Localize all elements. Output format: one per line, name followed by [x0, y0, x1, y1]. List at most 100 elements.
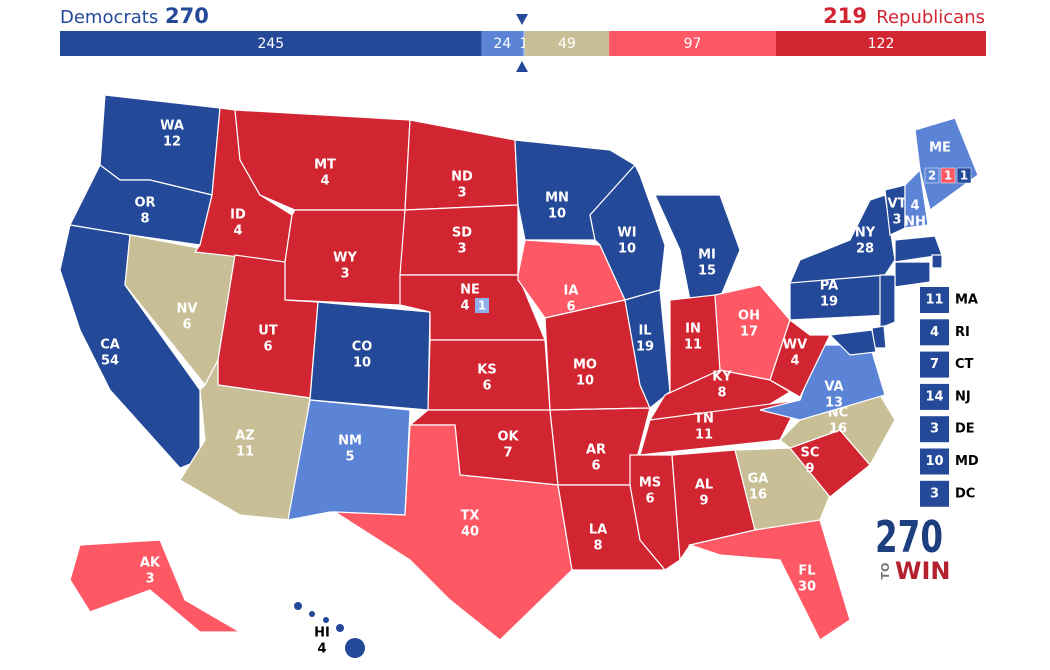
logo-win: WIN	[895, 557, 951, 585]
state-abbr: FL	[798, 564, 815, 579]
state-abbr: IA	[564, 284, 579, 299]
state-votes: 11	[684, 338, 702, 353]
legend-votes: 7	[930, 357, 939, 372]
state-shape	[914, 117, 979, 212]
state-abbr: MN	[545, 191, 569, 206]
bar-segment	[523, 31, 525, 56]
state-votes: 6	[566, 300, 575, 315]
state-abbr: NY	[855, 226, 876, 241]
state-abbr: VT	[888, 197, 907, 212]
state-abbr: NV	[177, 302, 198, 317]
state-abbr: MO	[573, 358, 597, 373]
district-box	[475, 298, 489, 313]
state-abbr: CO	[352, 340, 373, 355]
state-votes: 4	[790, 354, 799, 369]
state-votes: 8	[140, 212, 149, 227]
state-votes: 4	[233, 224, 242, 239]
state-abbr: MS	[639, 476, 661, 491]
bar-segment-label: 245	[257, 36, 284, 52]
state-abbr: KS	[477, 363, 496, 378]
state-votes: 28	[856, 242, 874, 257]
dem-total: 270	[165, 4, 209, 28]
state-votes: 17	[740, 325, 758, 340]
state-abbr: AZ	[235, 429, 255, 444]
legend-abbr: MA	[955, 293, 978, 308]
state-abbr: KY	[712, 370, 732, 385]
state-shape	[69, 539, 243, 633]
state-votes: 16	[829, 422, 847, 437]
district-box	[924, 167, 940, 184]
bar-segment	[524, 31, 610, 56]
state-abbr: NE	[460, 283, 480, 298]
state-abbr: OH	[738, 309, 760, 324]
legend-box	[920, 480, 949, 507]
state-votes: 19	[820, 295, 838, 310]
state-abbr: MT	[314, 158, 336, 173]
state-votes: 3	[457, 186, 466, 201]
legend-box	[920, 416, 949, 443]
state-abbr: SC	[801, 446, 820, 461]
state-abbr: AL	[695, 478, 713, 493]
state-votes: 19	[636, 340, 654, 355]
state-votes: 10	[353, 356, 371, 371]
state-votes: 8	[717, 386, 726, 401]
bar-segment-label: 24	[493, 36, 511, 52]
state-abbr: ME	[929, 141, 951, 156]
legend-box	[920, 383, 949, 410]
state-abbr: OK	[497, 430, 519, 445]
state-votes: 6	[591, 459, 600, 474]
legend-abbr: NJ	[955, 389, 971, 404]
legend-abbr: DE	[955, 422, 975, 437]
legend-abbr: RI	[955, 325, 970, 340]
state-shape	[894, 261, 931, 288]
bar-segment	[60, 31, 482, 56]
state-abbr: WY	[333, 251, 357, 266]
legend-abbr: MD	[955, 454, 979, 469]
state-shape	[294, 602, 302, 610]
state-votes: 3	[892, 213, 901, 228]
district-votes: 1	[478, 299, 486, 313]
legend-box	[920, 351, 949, 378]
state-abbr: CA	[100, 338, 120, 353]
state-shape	[828, 329, 877, 356]
state-votes: 6	[645, 492, 654, 507]
state-shape	[345, 638, 365, 658]
district-votes: 1	[944, 169, 952, 183]
state-shape	[769, 319, 831, 398]
state-abbr: LA	[589, 523, 607, 538]
state-abbr: PA	[820, 279, 838, 294]
state-votes: 3	[340, 267, 349, 282]
legend-votes: 11	[925, 293, 943, 308]
state-abbr: WA	[160, 119, 184, 134]
state-votes: 11	[695, 428, 713, 443]
midpoint-arrow-bottom	[516, 61, 528, 72]
state-abbr: IN	[685, 322, 701, 337]
state-abbr: VA	[824, 380, 843, 395]
state-shape	[904, 168, 929, 229]
state-votes: 9	[805, 462, 814, 477]
state-votes: 3	[145, 572, 154, 587]
state-votes: 6	[263, 340, 272, 355]
legend-votes: 4	[930, 325, 939, 340]
legend-abbr: CT	[955, 357, 974, 372]
state-votes: 4	[910, 199, 919, 214]
state-votes: 3	[457, 242, 466, 257]
legend-abbr: DC	[955, 486, 975, 501]
bar-segment-label: 1	[519, 36, 528, 52]
state-abbr: MI	[698, 248, 716, 263]
state-abbr: GA	[748, 472, 769, 487]
state-shape	[309, 611, 315, 617]
legend-votes: 3	[930, 486, 939, 501]
state-shape	[332, 424, 573, 641]
rep-total: 219	[823, 4, 867, 28]
state-votes: 10	[548, 207, 566, 222]
state-votes: 4	[320, 174, 329, 189]
district-votes: 1	[960, 169, 968, 183]
state-abbr: ND	[451, 170, 473, 185]
bar-segment-label: 49	[558, 36, 576, 52]
state-votes: 6	[182, 318, 191, 333]
legend-box	[920, 448, 949, 475]
state-abbr: ID	[230, 208, 246, 223]
state-abbr: UT	[258, 324, 278, 339]
bar-segment	[776, 31, 986, 56]
